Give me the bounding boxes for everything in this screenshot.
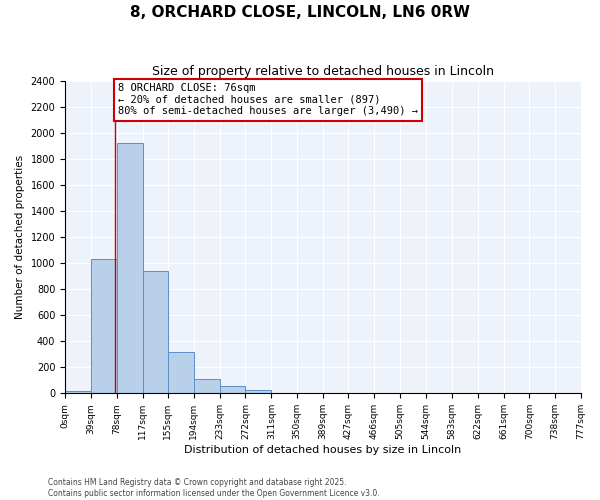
Title: Size of property relative to detached houses in Lincoln: Size of property relative to detached ho…: [152, 65, 494, 78]
Bar: [168, 352, 194, 394]
Bar: [117, 143, 143, 394]
Text: 8 ORCHARD CLOSE: 76sqm
← 20% of detached houses are smaller (897)
80% of semi-de: 8 ORCHARD CLOSE: 76sqm ← 20% of detached…: [118, 83, 418, 116]
Bar: [194, 379, 220, 394]
Bar: [65, 390, 91, 394]
Bar: [143, 271, 168, 394]
Text: 8, ORCHARD CLOSE, LINCOLN, LN6 0RW: 8, ORCHARD CLOSE, LINCOLN, LN6 0RW: [130, 5, 470, 20]
Text: Contains HM Land Registry data © Crown copyright and database right 2025.
Contai: Contains HM Land Registry data © Crown c…: [48, 478, 380, 498]
Bar: [245, 390, 271, 394]
Bar: [91, 259, 117, 394]
X-axis label: Distribution of detached houses by size in Lincoln: Distribution of detached houses by size …: [184, 445, 461, 455]
Bar: [220, 386, 245, 394]
Y-axis label: Number of detached properties: Number of detached properties: [15, 155, 25, 319]
